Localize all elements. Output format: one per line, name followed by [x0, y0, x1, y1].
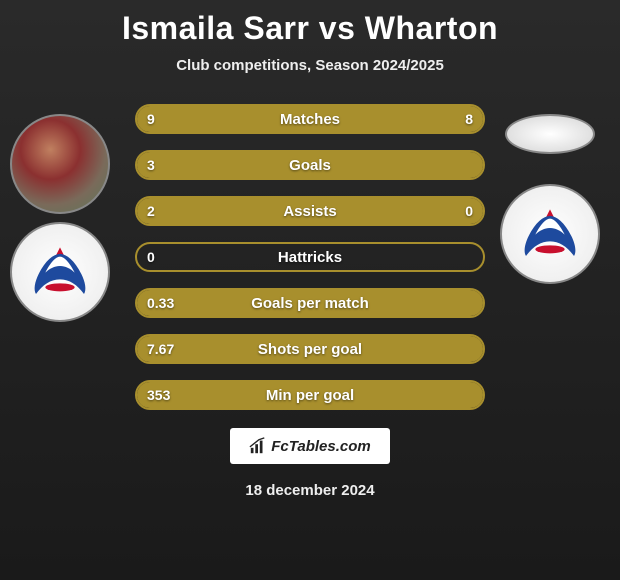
stat-label: Goals [137, 152, 483, 178]
stat-row: 0.33Goals per match [135, 288, 485, 318]
stat-label: Shots per goal [137, 336, 483, 362]
comparison-content: 9Matches83Goals2Assists00Hattricks0.33Go… [0, 104, 620, 410]
stat-row: 9Matches8 [135, 104, 485, 134]
stat-label: Goals per match [137, 290, 483, 316]
right-player-photo [505, 114, 595, 154]
stats-container: 9Matches83Goals2Assists00Hattricks0.33Go… [135, 104, 485, 410]
stat-row: 353Min per goal [135, 380, 485, 410]
footer-date: 18 december 2024 [0, 482, 620, 499]
left-club-badge [10, 222, 110, 322]
stat-row: 7.67Shots per goal [135, 334, 485, 364]
brand-text: FcTables.com [271, 438, 370, 455]
stat-row: 3Goals [135, 150, 485, 180]
page-title: Ismaila Sarr vs Wharton [0, 0, 620, 47]
stat-row: 2Assists0 [135, 196, 485, 226]
stat-row: 0Hattricks [135, 242, 485, 272]
eagle-icon [515, 204, 585, 264]
left-player-photo [10, 114, 110, 214]
stat-label: Hattricks [137, 244, 483, 270]
brand-logo: FcTables.com [230, 428, 390, 464]
eagle-icon [25, 242, 95, 302]
stat-label: Assists [137, 198, 483, 224]
stat-value-right: 8 [465, 106, 473, 132]
stat-label: Min per goal [137, 382, 483, 408]
right-club-badge [500, 184, 600, 284]
left-player-column [10, 114, 110, 322]
chart-icon [249, 437, 267, 455]
page-subtitle: Club competitions, Season 2024/2025 [0, 57, 620, 74]
stat-value-right: 0 [465, 198, 473, 224]
right-player-column [500, 114, 600, 284]
stat-label: Matches [137, 106, 483, 132]
